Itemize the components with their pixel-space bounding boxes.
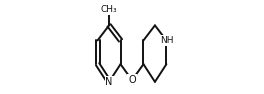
Text: CH₃: CH₃ — [101, 5, 117, 14]
Text: N: N — [105, 77, 113, 87]
Text: O: O — [128, 75, 136, 85]
Text: NH: NH — [160, 36, 173, 45]
